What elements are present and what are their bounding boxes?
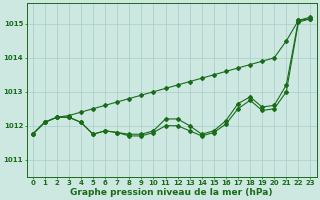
X-axis label: Graphe pression niveau de la mer (hPa): Graphe pression niveau de la mer (hPa) — [70, 188, 273, 197]
